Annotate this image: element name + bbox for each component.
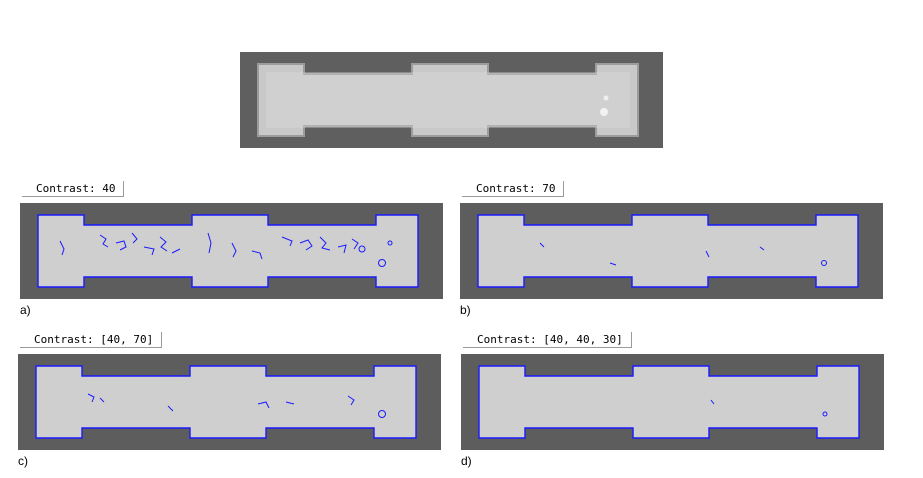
segmentation-panel-a [20,203,443,299]
caption-d: d) [461,454,472,468]
caption-c: c) [18,454,28,468]
contrast-label-c: Contrast: [40, 70] [20,332,163,348]
caption-a: a) [20,303,31,317]
segmentation-panel-b [460,203,883,299]
specimen-svg-original [240,52,663,148]
contrast-label-d: Contrast: [40, 40, 30] [463,332,632,348]
original-specimen-image [240,52,663,148]
segmentation-panel-c [18,354,441,450]
specimen-svg-a [20,203,443,299]
caption-b: b) [460,303,471,317]
contrast-label-b: Contrast: 70 [462,181,565,197]
contrast-label-a: Contrast: 40 [22,181,125,197]
specimen-svg-d [461,354,884,450]
specimen-svg-c [18,354,441,450]
segmentation-panel-d [461,354,884,450]
specimen-svg-b [460,203,883,299]
